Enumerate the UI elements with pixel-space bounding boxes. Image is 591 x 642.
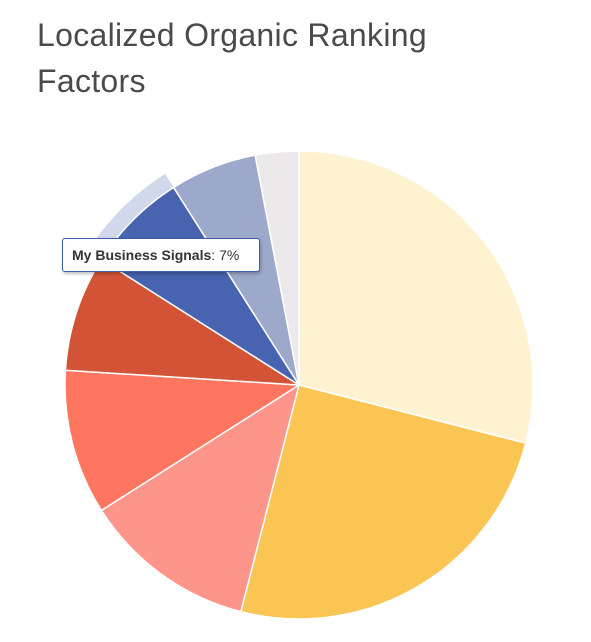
slice-tooltip: My Business Signals: 7% — [62, 238, 260, 272]
pie-slice-3[interactable] — [100, 384, 300, 613]
pie-slice-1[interactable] — [298, 150, 534, 444]
tooltip-value: 7% — [219, 247, 240, 263]
pie-slice-8[interactable] — [254, 150, 300, 386]
tooltip-label: My Business Signals — [72, 247, 212, 263]
tooltip-separator: : — [211, 247, 220, 263]
pie-slice-2[interactable] — [240, 384, 527, 620]
chart-title: Localized Organic Ranking Factors — [37, 17, 427, 99]
pie-slice-4[interactable] — [64, 369, 300, 512]
